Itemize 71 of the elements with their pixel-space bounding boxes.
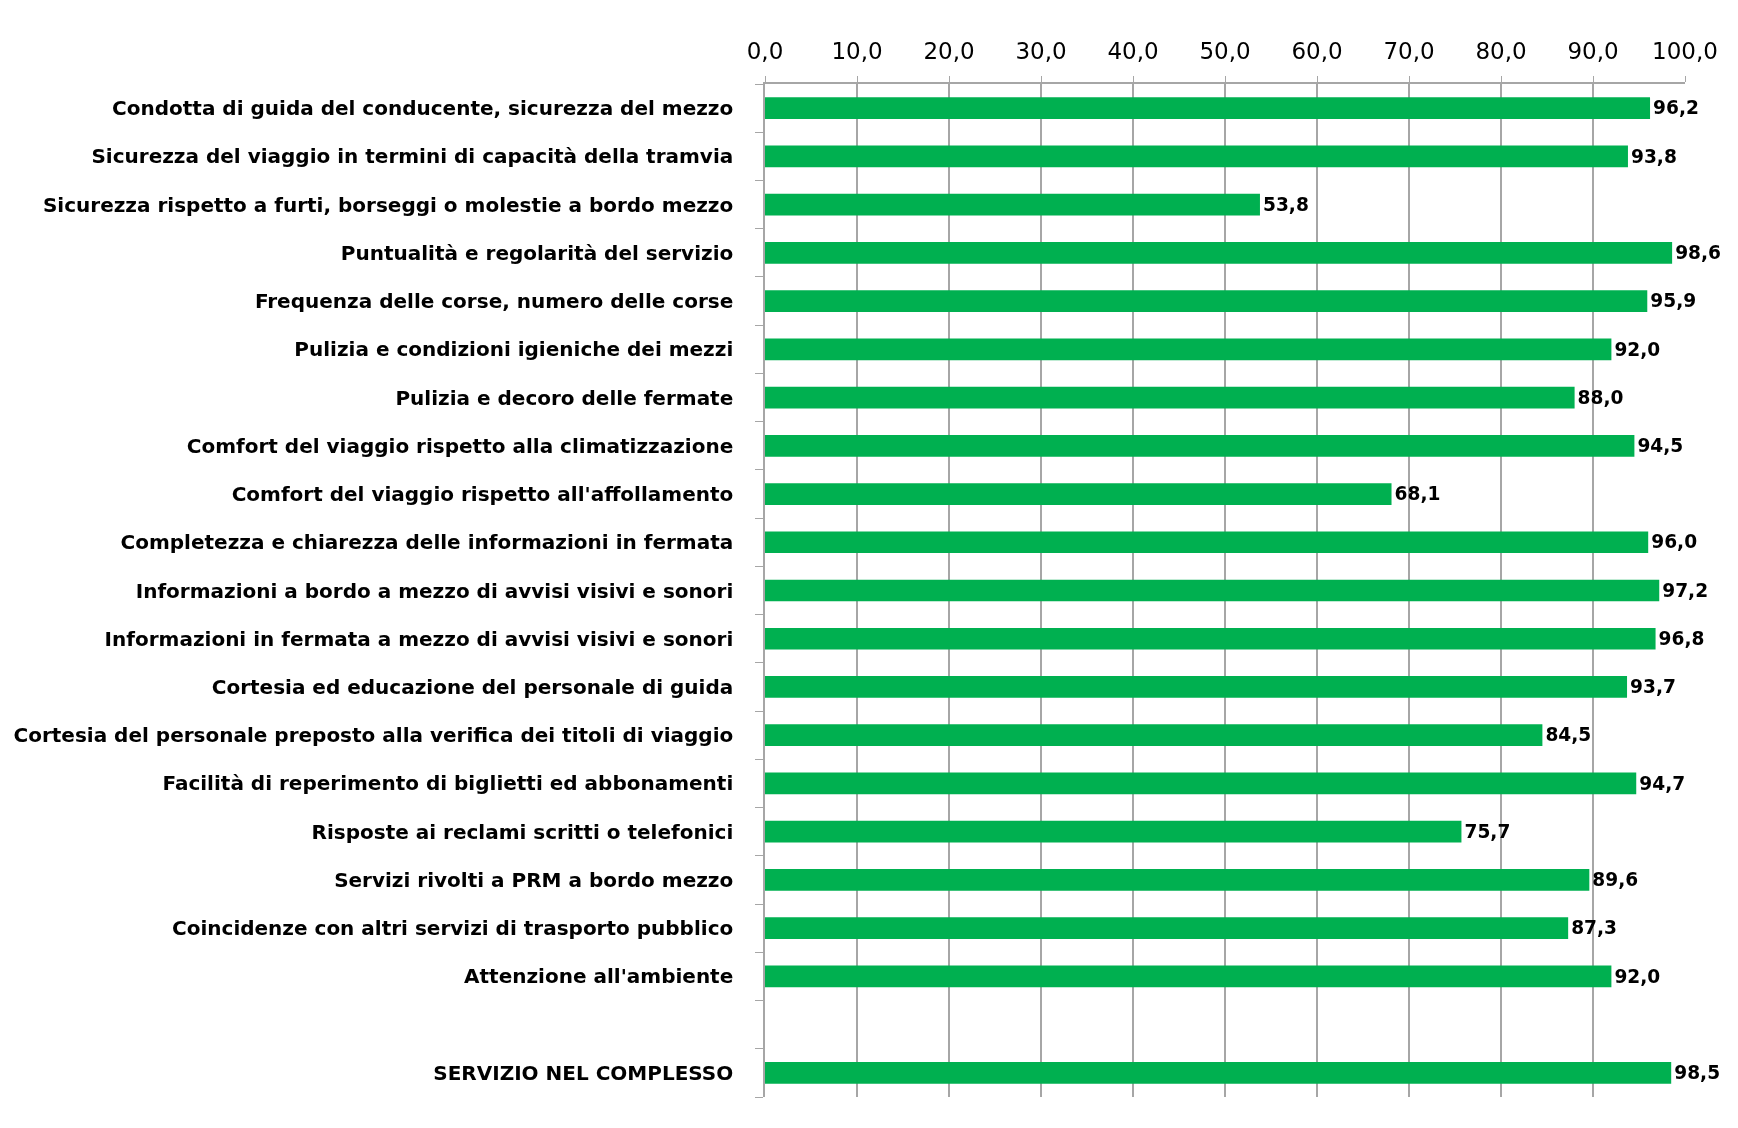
y-tick-label: Risposte ai reclami scritti o telefonici	[311, 819, 734, 844]
data-label: 94,7	[1639, 772, 1686, 794]
data-label: 53,8	[1262, 193, 1309, 215]
bar	[765, 338, 1612, 361]
bar	[765, 917, 1569, 940]
y-tick-label: Cortesia del personale preposto alla verifica dei titoli di viaggio	[13, 723, 734, 748]
y-tick-label: Comfort del viaggio rispetto alla climatizzazione	[186, 433, 734, 458]
data-label: 97,2	[1662, 579, 1709, 601]
y-tick-label: Condotta di guida del conducente, sicurezza del mezzo	[112, 96, 734, 121]
x-tick-label: 60,0	[1291, 38, 1343, 65]
bar	[765, 531, 1649, 554]
y-tick-label: Cortesia ed educazione del personale di guida	[211, 674, 734, 699]
data-label: 95,9	[1650, 290, 1697, 312]
data-label: 88,0	[1577, 386, 1624, 408]
y-tick-label: Pulizia e condizioni igieniche dei mezzi	[294, 337, 734, 362]
data-label: 98,6	[1675, 242, 1722, 264]
y-tick-label: Facilità di reperimento di biglietti ed abbonamenti	[162, 771, 734, 796]
data-label: 98,5	[1674, 1062, 1721, 1084]
x-tick-label: 50,0	[1199, 38, 1251, 65]
data-label: 92,0	[1614, 338, 1661, 360]
y-tick-label: Sicurezza del viaggio in termini di capacità della tramvia	[91, 144, 734, 169]
y-tick-label: Informazioni in fermata a mezzo di avvisi visivi e sonori	[104, 626, 734, 651]
bar	[765, 193, 1260, 216]
x-tick-label: 100,0	[1652, 38, 1718, 65]
y-tick-label: Completezza e chiarezza delle informazioni in fermata	[120, 530, 734, 555]
bar	[765, 772, 1637, 795]
data-label: 75,7	[1464, 820, 1511, 842]
data-label: 93,7	[1630, 676, 1676, 698]
bar	[765, 434, 1635, 457]
y-tick-label: Servizi rivolti a PRM a bordo mezzo	[334, 867, 734, 892]
bar	[765, 965, 1612, 988]
x-tick-label: 40,0	[1107, 38, 1159, 65]
data-label: 87,3	[1571, 917, 1618, 939]
bar	[765, 145, 1628, 168]
bar	[765, 724, 1543, 747]
y-tick-label: Pulizia e decoro delle fermate	[395, 385, 734, 410]
bar	[765, 386, 1575, 409]
x-tick-label: 30,0	[1015, 38, 1067, 65]
data-label: 89,6	[1592, 869, 1639, 891]
data-label: 96,0	[1651, 531, 1698, 553]
x-tick-label: 80,0	[1475, 38, 1527, 65]
data-label: 94,5	[1637, 434, 1684, 456]
y-tick-label: Coincidenze con altri servizi di trasporto pubblico	[172, 916, 734, 941]
x-tick-label: 90,0	[1567, 38, 1619, 65]
y-tick-label: Puntualità e regolarità del servizio	[340, 240, 734, 265]
y-tick-label: Comfort del viaggio rispetto all'affollamento	[231, 482, 734, 507]
data-label: 96,8	[1658, 627, 1705, 649]
bar	[765, 97, 1651, 119]
y-tick-label: Sicurezza rispetto a furti, borseggi o molestie a bordo mezzo	[42, 192, 734, 217]
bar	[765, 483, 1392, 505]
bar	[765, 627, 1656, 650]
data-label: 68,1	[1394, 483, 1441, 505]
y-tick-label: Attenzione all'ambiente	[464, 964, 734, 989]
bar	[765, 1062, 1672, 1084]
bar	[765, 241, 1673, 264]
data-label: 92,0	[1614, 965, 1661, 987]
data-label: 96,2	[1653, 97, 1699, 119]
data-label: 93,8	[1630, 145, 1677, 167]
bar	[765, 579, 1660, 602]
x-tick-label: 70,0	[1383, 38, 1435, 65]
x-tick-label: 20,0	[923, 38, 975, 65]
y-tick-label: SERVIZIO NEL COMPLESSO	[433, 1060, 734, 1085]
y-tick-label: Frequenza delle corse, numero delle corse	[254, 289, 734, 314]
x-tick-label: 10,0	[831, 38, 883, 65]
bar	[765, 676, 1628, 698]
data-label: 84,5	[1545, 724, 1592, 746]
x-tick-label: 0,0	[746, 38, 784, 65]
bar	[765, 869, 1590, 891]
y-tick-label: Informazioni a bordo a mezzo di avvisi visivi e sonori	[135, 578, 734, 603]
bar	[765, 290, 1648, 312]
bar	[765, 820, 1462, 843]
